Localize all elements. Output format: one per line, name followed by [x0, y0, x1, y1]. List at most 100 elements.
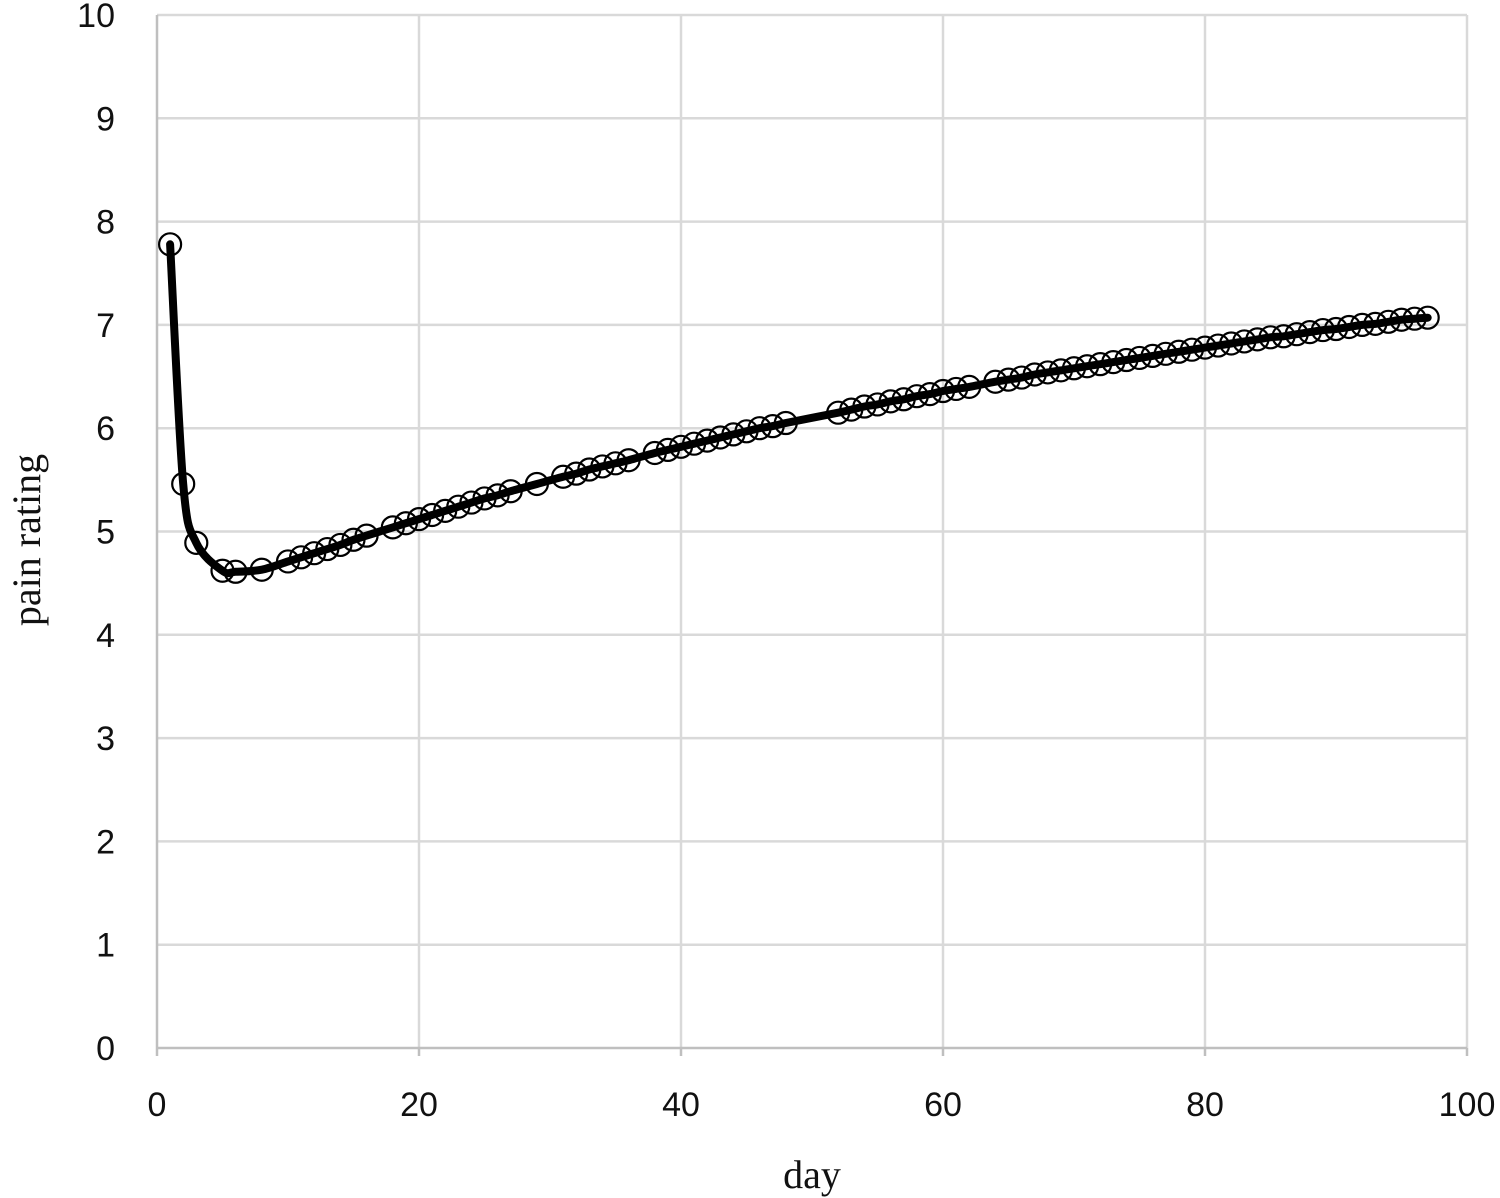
data-point	[1284, 322, 1309, 347]
data-point	[1271, 324, 1296, 349]
data-point	[354, 523, 379, 548]
data-point	[1140, 343, 1165, 368]
data-point	[1363, 311, 1388, 336]
data-point	[904, 384, 929, 409]
y-tick-label: 9	[96, 100, 115, 138]
data-point	[302, 541, 327, 566]
data-point	[603, 451, 628, 476]
data-point	[708, 425, 733, 450]
data-point	[983, 369, 1008, 394]
data-point	[616, 448, 641, 473]
x-tick-label: 40	[662, 1086, 700, 1124]
data-point	[275, 549, 301, 574]
data-point	[1048, 358, 1074, 383]
data-point	[1192, 335, 1218, 360]
data-point	[721, 422, 746, 447]
data-point	[1114, 347, 1139, 373]
data-point	[943, 376, 969, 402]
data-point	[1376, 309, 1401, 334]
gridlines	[157, 13, 1469, 1048]
data-point	[1074, 354, 1100, 379]
data-point	[459, 490, 484, 515]
data-point	[1179, 337, 1205, 362]
data-point	[1297, 320, 1322, 345]
data-point	[1127, 345, 1152, 371]
data-point	[826, 400, 851, 425]
data-point	[1205, 333, 1231, 358]
data-point	[1245, 327, 1270, 352]
data-point	[223, 559, 248, 584]
data-point	[315, 536, 340, 562]
data-point	[446, 494, 471, 519]
y-tick-label: 10	[77, 0, 115, 35]
data-point	[524, 471, 550, 497]
data-point	[249, 557, 274, 582]
data-point	[1061, 356, 1087, 381]
data-point	[1402, 306, 1427, 331]
data-point	[1336, 314, 1362, 340]
y-tick-label: 1	[96, 927, 115, 965]
data-point	[996, 367, 1021, 392]
data-point	[642, 440, 667, 466]
data-point	[550, 464, 576, 489]
y-tick-label: 0	[96, 1030, 115, 1068]
data-point	[577, 457, 602, 482]
data-point	[158, 232, 183, 257]
x-tick-label: 0	[148, 1086, 167, 1124]
y-axis-title: pain rating	[4, 454, 49, 626]
data-point	[472, 486, 497, 511]
data-point	[1166, 339, 1191, 364]
data-point	[328, 532, 353, 558]
y-tick-label: 8	[96, 204, 115, 242]
data-point	[184, 530, 209, 555]
data-point	[485, 483, 510, 508]
data-point	[433, 498, 458, 523]
data-point	[289, 545, 314, 570]
data-point	[380, 515, 405, 540]
x-tick-label: 20	[400, 1086, 438, 1124]
data-point	[681, 431, 707, 456]
data-point	[1009, 365, 1034, 390]
series-line-group	[166, 240, 1432, 578]
data-point	[406, 507, 432, 532]
data-point	[420, 502, 445, 528]
data-point	[210, 558, 235, 583]
data-point	[1153, 341, 1178, 366]
data-point	[171, 471, 196, 497]
data-point	[957, 374, 982, 399]
y-tick-label: 5	[96, 514, 115, 552]
data-point	[1101, 349, 1126, 375]
data-point	[878, 389, 903, 414]
x-tick-label: 100	[1439, 1086, 1496, 1124]
data-point	[917, 382, 943, 407]
x-tick-label: 60	[924, 1086, 962, 1124]
y-tick-label: 6	[96, 410, 115, 448]
data-point	[1232, 329, 1257, 354]
data-point	[747, 416, 772, 441]
data-point	[668, 434, 694, 459]
y-tick-label: 2	[96, 823, 115, 861]
data-point	[1415, 305, 1440, 330]
data-point	[734, 419, 759, 444]
data-point	[1219, 331, 1244, 356]
data-point	[891, 387, 916, 412]
data-point	[773, 410, 798, 436]
data-point	[1323, 316, 1349, 342]
data-point	[839, 397, 864, 422]
series-line	[166, 240, 1432, 578]
data-point	[852, 394, 877, 419]
data-point	[1088, 352, 1113, 377]
y-tick-label: 4	[96, 617, 115, 655]
y-tick-label: 3	[96, 720, 115, 758]
data-point	[341, 527, 366, 552]
data-point	[1389, 307, 1414, 332]
data-point	[1350, 312, 1375, 337]
data-point	[590, 454, 615, 479]
data-point	[498, 479, 523, 504]
data-point	[393, 511, 418, 536]
data-markers	[158, 232, 1440, 584]
data-point	[564, 461, 589, 486]
data-point	[1035, 360, 1060, 385]
